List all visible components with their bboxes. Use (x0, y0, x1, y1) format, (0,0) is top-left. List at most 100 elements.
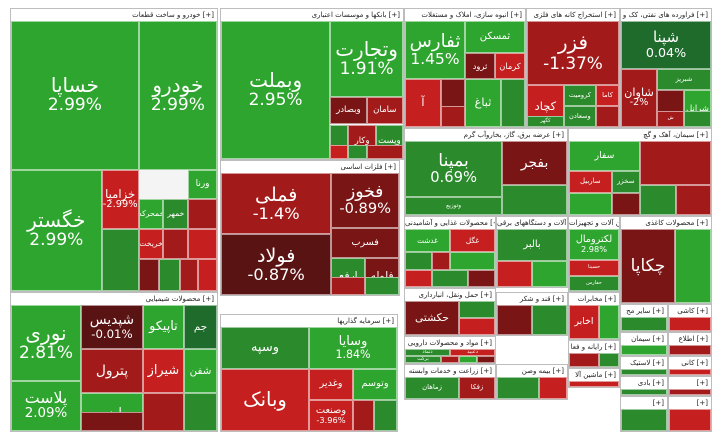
stock-tile[interactable]: خمهر (163, 199, 189, 229)
stock-tile[interactable]: فزر -1.37% (527, 21, 619, 85)
stock-tile[interactable]: وتوسم (353, 368, 397, 400)
stock-tile[interactable]: وتوزیع (405, 196, 503, 215)
stock-tile[interactable]: پلاست 2.09% (11, 380, 82, 431)
stock-tile[interactable] (675, 229, 711, 303)
stock-tile[interactable]: شاوان -2% (621, 68, 657, 127)
stock-tile[interactable] (621, 345, 667, 355)
stock-tile[interactable]: بفجر (502, 141, 567, 186)
stock-tile[interactable] (198, 258, 217, 291)
stock-tile[interactable] (188, 199, 217, 229)
stock-tile[interactable]: وسعادن (563, 105, 596, 127)
stock-tile[interactable]: ورنا (188, 169, 217, 200)
stock-tile[interactable] (477, 356, 495, 363)
stock-tile[interactable]: زفکا (459, 377, 495, 399)
stock-tile[interactable]: بمپنا 0.69% (405, 141, 503, 197)
stock-tile[interactable]: سامان (366, 96, 403, 125)
stock-tile[interactable]: ساربیل (569, 170, 612, 193)
stock-tile[interactable] (432, 252, 450, 270)
stock-tile[interactable]: زماهان (405, 377, 459, 399)
stock-tile[interactable] (441, 356, 459, 363)
stock-tile[interactable]: کرمان (495, 52, 525, 80)
stock-tile[interactable]: وبملت 2.95% (221, 21, 331, 159)
stock-tile[interactable] (502, 185, 567, 215)
stock-tile[interactable] (459, 356, 477, 363)
stock-tile[interactable] (532, 305, 567, 335)
stock-tile[interactable]: چکاپا (621, 229, 675, 303)
stock-tile[interactable]: وسپه (221, 327, 309, 369)
stock-tile[interactable]: وبصادر (330, 96, 367, 125)
stock-tile[interactable]: خساپا 2.99% (11, 21, 139, 170)
stock-tile[interactable] (374, 399, 397, 431)
stock-tile[interactable] (331, 276, 366, 295)
stock-tile[interactable]: وبانک (221, 368, 309, 431)
stock-tile[interactable]: وسایا 1.84% (309, 327, 397, 369)
stock-tile[interactable] (669, 409, 711, 431)
stock-tile[interactable]: خگستر 2.99% (11, 169, 102, 291)
stock-tile[interactable]: سفار (569, 141, 640, 171)
stock-tile[interactable] (539, 377, 567, 399)
stock-tile[interactable] (599, 305, 619, 339)
stock-tile[interactable] (599, 353, 619, 367)
stock-tile[interactable]: اخابر (569, 305, 599, 339)
stock-tile[interactable] (365, 276, 399, 295)
stock-tile[interactable]: وغدیر (309, 368, 353, 400)
stock-tile[interactable]: پترول (81, 349, 143, 394)
stock-tile[interactable] (621, 369, 667, 375)
stock-tile[interactable]: کگهر (527, 116, 564, 127)
stock-tile[interactable] (596, 105, 619, 127)
stock-tile[interactable]: نوری 2.81% (11, 305, 82, 381)
stock-tile[interactable]: وصنعت -3.96% (309, 399, 353, 431)
stock-tile[interactable] (468, 269, 495, 287)
stock-tile[interactable] (432, 269, 468, 287)
stock-tile[interactable]: خزامیا -2.99% (101, 169, 139, 229)
stock-tile[interactable] (188, 228, 217, 259)
stock-tile[interactable]: حسیتا (569, 260, 619, 276)
stock-tile[interactable]: ثرود (465, 52, 495, 80)
stock-tile[interactable] (569, 353, 599, 367)
stock-tile[interactable] (621, 389, 667, 395)
stock-tile[interactable]: غدشت (405, 229, 450, 253)
stock-tile[interactable]: خریخت (138, 228, 164, 259)
stock-tile[interactable] (611, 192, 640, 215)
stock-tile[interactable]: دعبید (450, 349, 495, 356)
stock-tile[interactable] (330, 145, 349, 159)
stock-tile[interactable] (163, 228, 189, 259)
stock-tile[interactable]: وتجارت 1.91% (330, 21, 403, 97)
stock-tile[interactable] (669, 389, 711, 395)
stock-tile[interactable] (621, 317, 667, 331)
stock-tile[interactable]: فخوز -0.89% (331, 173, 399, 228)
stock-tile[interactable]: دتماد (405, 349, 450, 356)
stock-tile[interactable]: کاما (596, 84, 619, 106)
stock-tile[interactable]: شیراز (142, 349, 185, 394)
stock-tile[interactable]: جم (184, 305, 217, 350)
stock-tile[interactable]: ثفارس 1.45% (405, 21, 465, 80)
stock-tile[interactable] (450, 252, 495, 270)
stock-tile[interactable] (366, 145, 403, 159)
stock-tile[interactable] (159, 258, 180, 291)
stock-tile[interactable] (138, 258, 160, 291)
stock-tile[interactable]: ش (657, 111, 684, 127)
stock-tile[interactable] (179, 258, 199, 291)
stock-tile[interactable] (405, 269, 432, 287)
stock-tile[interactable] (569, 192, 612, 215)
stock-tile[interactable]: کرومیت (563, 84, 596, 106)
stock-tile[interactable] (459, 301, 495, 318)
stock-tile[interactable]: حفارس (569, 275, 619, 291)
stock-tile[interactable]: برکت (405, 356, 441, 363)
stock-tile[interactable]: بالبر (497, 229, 567, 261)
stock-tile[interactable] (497, 305, 532, 335)
stock-tile[interactable]: شبریز (657, 68, 711, 90)
stock-tile[interactable] (184, 393, 217, 431)
stock-tile[interactable]: فملی -1.4% (221, 173, 332, 234)
stock-tile[interactable] (684, 111, 711, 127)
stock-tile[interactable] (640, 185, 676, 215)
stock-tile[interactable]: ثباغ (465, 79, 501, 127)
stock-tile[interactable]: فسرب (331, 227, 399, 259)
stock-tile[interactable] (497, 260, 532, 287)
stock-tile[interactable] (441, 105, 465, 127)
stock-tile[interactable] (142, 393, 185, 431)
stock-tile[interactable] (669, 317, 711, 331)
stock-tile[interactable] (669, 345, 711, 355)
stock-tile[interactable]: سخزر (611, 170, 640, 193)
stock-tile[interactable]: لکترومال 2.98% (569, 229, 619, 260)
